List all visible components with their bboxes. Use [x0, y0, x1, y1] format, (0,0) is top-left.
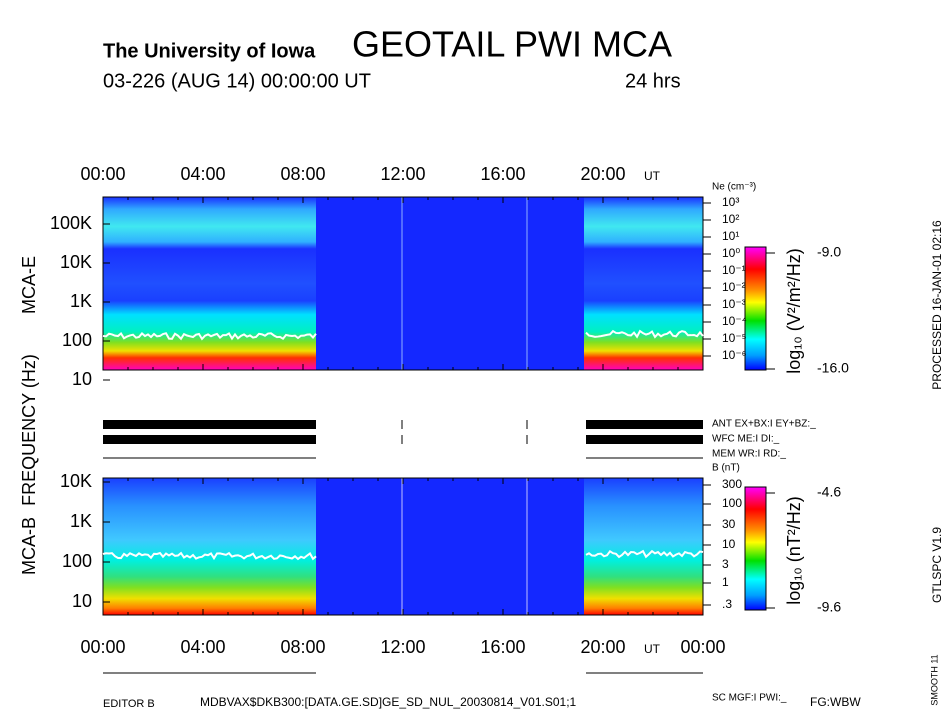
- right-tick-label: 10⁻⁶: [722, 348, 747, 362]
- mode-label: WFC ME:I DI:_: [712, 434, 780, 445]
- right-tick-label: 300: [722, 477, 742, 491]
- colorbar-min: -9.6: [817, 599, 841, 615]
- time-unit: UT: [644, 169, 661, 183]
- time-label: 16:00: [480, 164, 525, 184]
- right-tick-label: 10³: [722, 195, 739, 209]
- b-label: B (nT): [712, 463, 740, 474]
- right-tick-label: 30: [722, 517, 736, 531]
- trace: [102, 551, 317, 561]
- spectrogram-e: [103, 197, 316, 370]
- time-label: 08:00: [280, 164, 325, 184]
- time-label: 12:00: [380, 164, 425, 184]
- colorbar-max: -4.6: [817, 484, 841, 500]
- processed: PROCESSED 16-JAN-01 02:16: [930, 220, 944, 390]
- right-tick-label: 3: [722, 557, 729, 571]
- right-tick-label: 10: [722, 537, 736, 551]
- colorbar-min: -16.0: [817, 360, 849, 376]
- version: GTLSPC V1.9: [930, 527, 944, 603]
- time-label: 12:00: [380, 637, 425, 657]
- span: 24 hrs: [625, 70, 681, 92]
- right-tick-label: 10⁻⁴: [722, 314, 747, 328]
- trace: [102, 331, 317, 341]
- right-tick-label: 100: [722, 496, 742, 510]
- right-tick-label: 10⁻²: [722, 280, 746, 294]
- frequency-label: FREQUENCY (Hz): [19, 354, 39, 506]
- time-label: 04:00: [180, 637, 225, 657]
- panel-label: MCA-B: [19, 517, 39, 575]
- time-unit: UT: [644, 642, 661, 656]
- time-label: 08:00: [280, 637, 325, 657]
- freq-tick-label: 1K: [70, 511, 92, 531]
- mode-label: MEM WR:I RD:_: [712, 449, 786, 460]
- freq-tick-label: 10: [72, 369, 92, 389]
- trace: [585, 329, 704, 339]
- colorbar: [744, 486, 767, 611]
- data-gap: [316, 478, 584, 615]
- time-label: 00:00: [80, 637, 125, 657]
- right-tick-label: 10⁰: [722, 246, 740, 260]
- spectrogram-e: [584, 197, 703, 370]
- freq-tick-label: 100: [62, 551, 92, 571]
- sc-mode: SC MGF:I PWI:_: [712, 693, 787, 704]
- freq-tick-label: 10: [72, 591, 92, 611]
- freq-tick-label: 10K: [60, 471, 92, 491]
- freq-tick-label: 100: [62, 330, 92, 350]
- date: 03-226 (AUG 14) 00:00:00 UT: [103, 70, 371, 92]
- panel-label: MCA-E: [19, 256, 39, 314]
- right-tick-label: .3: [722, 597, 732, 611]
- ne-label: Ne (cm⁻³): [712, 182, 756, 193]
- spectrogram-b: [584, 478, 703, 615]
- fg: FG:WBW: [810, 695, 861, 709]
- right-tick-label: 10⁻⁵: [722, 331, 747, 345]
- time-label: 00:00: [80, 164, 125, 184]
- colorbar: [744, 246, 767, 371]
- smooth: SMOOTH 11: [929, 654, 939, 705]
- mode-strips: [103, 420, 703, 674]
- mode-label: ANT EX+BX:I EY+BZ:_: [712, 419, 816, 430]
- right-tick-label: 1: [722, 575, 729, 589]
- right-tick-label: 10⁻³: [722, 297, 746, 311]
- institution: The University of Iowa: [103, 40, 316, 62]
- file: MDBVAX$DKB300:[DATA.GE.SD]GE_SD_NUL_2003…: [200, 695, 577, 709]
- time-label: 00:00: [680, 637, 725, 657]
- colorbar-label: log₁₀ (V²/m²/Hz): [784, 248, 804, 374]
- freq-tick-label: 1K: [70, 291, 92, 311]
- right-tick-label: 10¹: [722, 229, 739, 243]
- time-label: 20:00: [580, 637, 625, 657]
- colorbar-max: -9.0: [817, 244, 841, 260]
- time-label: 20:00: [580, 164, 625, 184]
- title: GEOTAIL PWI MCA: [352, 24, 672, 65]
- data-gap: [316, 197, 584, 370]
- trace: [585, 549, 704, 559]
- time-label: 04:00: [180, 164, 225, 184]
- spectrogram-b: [103, 478, 316, 615]
- time-label: 16:00: [480, 637, 525, 657]
- right-tick-label: 10²: [722, 212, 739, 226]
- freq-tick-label: 10K: [60, 252, 92, 272]
- freq-tick-label: 100K: [50, 213, 92, 233]
- editor: EDITOR B: [103, 698, 155, 710]
- right-tick-label: 10⁻¹: [722, 263, 746, 277]
- colorbar-label: log₁₀ (nT²/Hz): [784, 496, 804, 605]
